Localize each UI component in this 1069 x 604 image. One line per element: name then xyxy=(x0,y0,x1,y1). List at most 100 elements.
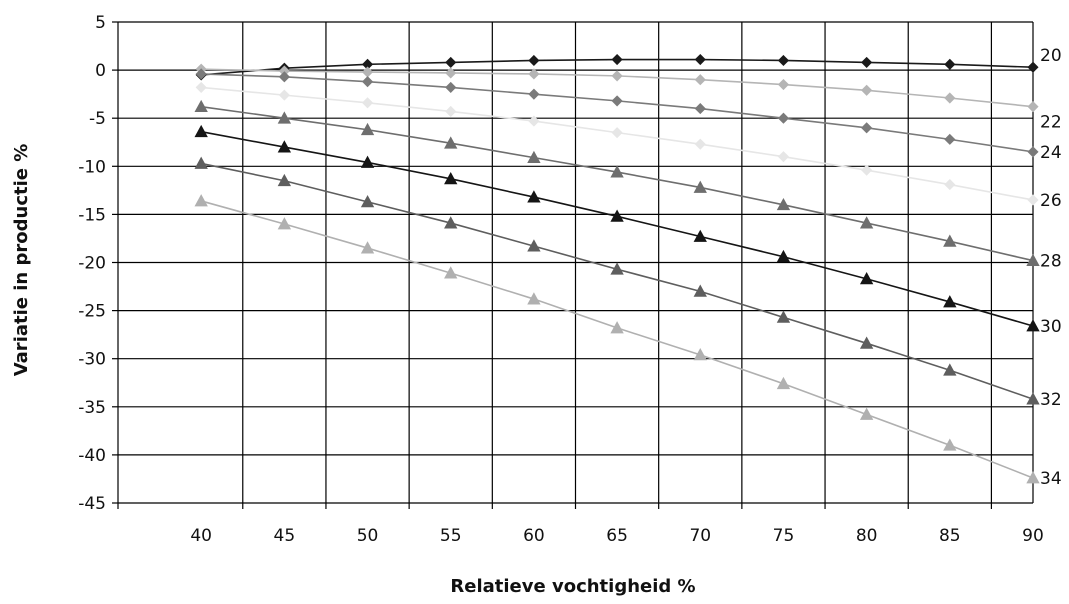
data-point-20 xyxy=(777,54,790,67)
data-point-22 xyxy=(777,78,790,91)
data-point-22 xyxy=(944,92,956,104)
series-label-32: 32 xyxy=(1040,390,1062,410)
data-point-24 xyxy=(195,68,207,80)
data-point-26 xyxy=(1027,194,1039,206)
data-point-24 xyxy=(611,95,623,107)
data-point-34 xyxy=(693,348,707,361)
data-point-26 xyxy=(361,97,374,109)
y-tick-label: 0 xyxy=(95,61,106,81)
data-point-30 xyxy=(943,295,957,308)
series-labels: 20 22 24 26 28 30 32 34 xyxy=(1040,46,1062,489)
data-point-26 xyxy=(445,105,457,118)
data-point-20 xyxy=(694,53,706,66)
data-point-26 xyxy=(195,81,207,93)
y-tick-label: -45 xyxy=(78,494,106,514)
data-point-30 xyxy=(859,272,874,285)
data-point-34 xyxy=(360,241,375,254)
data-point-34 xyxy=(194,194,208,207)
data-point-32 xyxy=(693,284,707,297)
data-point-32 xyxy=(444,216,458,229)
x-tick-label: 65 xyxy=(606,526,628,546)
y-tick-label: -35 xyxy=(78,398,106,418)
x-tick-label: 40 xyxy=(190,526,212,546)
data-point-28 xyxy=(943,234,957,247)
data-point-24 xyxy=(777,112,790,124)
data-point-34 xyxy=(277,217,292,230)
data-point-30 xyxy=(277,140,292,153)
series-label-20: 20 xyxy=(1040,46,1062,66)
data-point-32 xyxy=(527,239,541,252)
data-point-20 xyxy=(861,56,873,68)
data-point-32 xyxy=(776,310,791,323)
x-tick-label: 50 xyxy=(357,526,379,546)
data-point-26 xyxy=(611,127,623,139)
data-point-26 xyxy=(777,151,790,163)
x-axis-title: Relatieve vochtigheid % xyxy=(450,576,695,597)
data-point-34 xyxy=(776,376,791,390)
data-point-34 xyxy=(943,438,957,451)
data-point-34 xyxy=(859,407,874,420)
data-point-24 xyxy=(694,103,706,115)
series-label-24: 24 xyxy=(1040,143,1062,163)
data-point-30 xyxy=(776,249,791,263)
x-tick-label: 45 xyxy=(274,526,296,546)
data-point-22 xyxy=(445,67,457,79)
y-tick-label: -40 xyxy=(78,446,106,466)
data-point-24 xyxy=(861,122,873,134)
y-tick-label: -30 xyxy=(78,350,106,370)
data-point-24 xyxy=(361,76,374,88)
data-point-24 xyxy=(1027,146,1039,158)
x-tick-label: 80 xyxy=(856,526,878,546)
x-tick-label: 85 xyxy=(939,526,961,546)
data-point-28 xyxy=(693,180,707,193)
data-point-32 xyxy=(610,262,624,275)
data-point-28 xyxy=(776,197,791,211)
data-point-30 xyxy=(360,155,375,168)
data-point-26 xyxy=(944,179,956,191)
x-tick-label: 70 xyxy=(689,526,711,546)
data-point-24 xyxy=(944,133,956,145)
data-point-22 xyxy=(1027,101,1039,113)
data-point-32 xyxy=(277,173,292,187)
y-tick-label: -10 xyxy=(78,157,106,177)
data-point-30 xyxy=(194,124,208,138)
data-point-26 xyxy=(694,138,706,150)
data-point-24 xyxy=(528,88,540,100)
data-point-30 xyxy=(610,209,624,222)
series-label-22: 22 xyxy=(1040,113,1062,133)
y-tick-label: -25 xyxy=(78,302,106,322)
data-point-28 xyxy=(360,122,375,136)
data-point-20 xyxy=(445,56,457,68)
data-point-26 xyxy=(278,89,290,101)
x-tick-label: 55 xyxy=(440,526,462,546)
data-point-30 xyxy=(444,171,458,185)
data-point-34 xyxy=(610,321,624,334)
data-point-22 xyxy=(361,66,374,78)
data-point-26 xyxy=(528,115,540,127)
data-point-28 xyxy=(1026,253,1040,266)
data-point-20 xyxy=(1027,61,1039,73)
data-point-24 xyxy=(278,71,290,83)
data-point-28 xyxy=(277,111,292,124)
data-point-28 xyxy=(194,99,208,113)
y-axis-title: Variatie in productie % xyxy=(11,144,32,377)
data-point-22 xyxy=(861,84,873,96)
data-point-22 xyxy=(694,74,706,86)
series-label-28: 28 xyxy=(1040,252,1062,272)
data-point-28 xyxy=(610,165,624,178)
series-label-26: 26 xyxy=(1040,191,1062,211)
data-point-30 xyxy=(693,229,707,242)
data-point-32 xyxy=(943,363,957,376)
x-tick-label: 60 xyxy=(523,526,545,546)
data-point-26 xyxy=(861,164,873,176)
data-point-22 xyxy=(528,68,540,80)
y-tick-label: 5 xyxy=(95,13,106,33)
data-point-32 xyxy=(194,156,208,169)
grid xyxy=(112,21,1034,509)
data-point-34 xyxy=(527,292,541,305)
x-tick-label: 90 xyxy=(1022,526,1044,546)
data-point-28 xyxy=(859,216,874,229)
data-point-32 xyxy=(859,336,874,349)
